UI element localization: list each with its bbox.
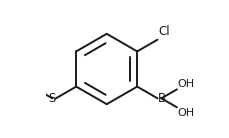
Text: S: S [48, 92, 55, 105]
Text: Cl: Cl [158, 25, 169, 38]
Text: OH: OH [177, 108, 194, 118]
Text: B: B [158, 92, 166, 105]
Text: OH: OH [177, 79, 194, 89]
